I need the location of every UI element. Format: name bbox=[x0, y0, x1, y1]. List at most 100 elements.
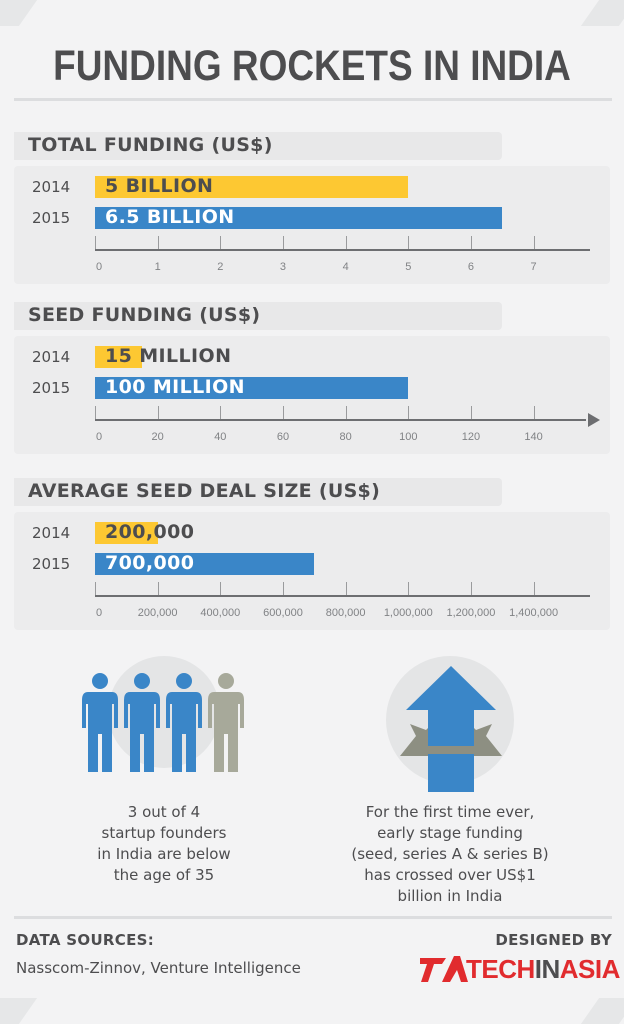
footer-divider bbox=[14, 916, 612, 919]
x-axis-tick bbox=[220, 406, 222, 419]
x-axis-tick bbox=[408, 406, 410, 419]
x-tick-label: 6 bbox=[467, 261, 474, 273]
techinasia-logo-text: TECHINASIA bbox=[466, 954, 620, 985]
caption-line: For the first time ever, bbox=[365, 803, 535, 821]
data-sources-heading: DATA SOURCES: bbox=[16, 931, 155, 949]
axis-arrowhead bbox=[588, 413, 600, 427]
caption-line: (seed, series A & series B) bbox=[351, 845, 549, 863]
x-tick-label: 3 bbox=[279, 261, 287, 273]
bar-2015 bbox=[95, 207, 503, 229]
x-axis-tick bbox=[345, 236, 347, 249]
bar-value-label: 15 MILLION bbox=[105, 345, 232, 367]
x-tick-label: 1,400,000 bbox=[509, 607, 559, 619]
x-axis-tick bbox=[282, 236, 284, 249]
year-label: 2015 bbox=[32, 379, 71, 397]
chart-title-total-funding: TOTAL FUNDING (US$) bbox=[28, 134, 273, 156]
x-tick-label: 800,000 bbox=[325, 607, 366, 619]
x-tick-label: 60 bbox=[276, 431, 290, 443]
x-axis-tick bbox=[345, 582, 347, 595]
person-icon bbox=[82, 673, 118, 772]
x-tick-label: 40 bbox=[214, 431, 227, 443]
section-tab bbox=[14, 478, 502, 506]
techinasia-logo-icon bbox=[420, 956, 468, 982]
caption-line: in India are below bbox=[97, 845, 231, 863]
x-axis-tick bbox=[408, 582, 410, 595]
arrow-band bbox=[428, 746, 474, 754]
x-axis-tick bbox=[220, 582, 222, 595]
corner-stripe bbox=[580, 0, 624, 26]
x-axis-tick bbox=[470, 236, 472, 249]
x-tick-label: 120 bbox=[461, 431, 481, 443]
x-axis-tick bbox=[470, 406, 472, 419]
data-sources-text: Nasscom-Zinnov, Venture Intelligence bbox=[16, 959, 301, 977]
bar-value-label: 6.5 BILLION bbox=[105, 206, 235, 228]
rocket-arrow-icon bbox=[400, 666, 502, 792]
x-axis-tick bbox=[533, 236, 535, 249]
x-axis-tick bbox=[220, 236, 222, 249]
chart-title-seed-funding: SEED FUNDING (US$) bbox=[28, 304, 261, 326]
x-tick-label: 1 bbox=[154, 261, 161, 273]
x-axis-tick bbox=[408, 236, 410, 249]
section-tab bbox=[14, 132, 502, 160]
x-axis-tick bbox=[470, 582, 472, 595]
caption-line: early stage funding bbox=[377, 824, 523, 842]
bar-value-label: 100 MILLION bbox=[105, 376, 245, 398]
bar-2014 bbox=[95, 346, 142, 368]
designed-by-label: DESIGNED BY bbox=[495, 931, 612, 949]
chart-title-avg-seed-deal: AVERAGE SEED DEAL SIZE (US$) bbox=[28, 480, 381, 502]
x-axis-tick bbox=[345, 406, 347, 419]
bar-value-label: 5 BILLION bbox=[105, 175, 214, 197]
x-axis-tick bbox=[533, 582, 535, 595]
year-label: 2014 bbox=[32, 348, 71, 366]
logo-text-in: IN bbox=[534, 954, 561, 984]
x-tick-label: 100 bbox=[399, 431, 418, 443]
x-tick-label: 600,000 bbox=[263, 607, 303, 619]
x-tick-label: 1,200,000 bbox=[446, 607, 496, 619]
x-tick-label: 80 bbox=[339, 431, 352, 443]
arrow-shape bbox=[406, 666, 496, 792]
x-axis-tick bbox=[157, 236, 159, 249]
person-icon bbox=[166, 673, 202, 772]
corner-stripe bbox=[580, 998, 624, 1024]
logo-text-tech: TECH bbox=[466, 954, 535, 984]
x-tick-label: 0 bbox=[95, 607, 103, 619]
x-axis-tick bbox=[282, 582, 284, 595]
caption-line: has crossed over US$1 bbox=[364, 866, 536, 884]
x-tick-label: 400,000 bbox=[200, 607, 241, 619]
corner-stripe bbox=[0, 0, 38, 26]
founders-caption: 3 out of 4 startup founders in India are… bbox=[60, 802, 268, 886]
bar-value-label: 200,000 bbox=[105, 521, 195, 543]
caption-line: startup founders bbox=[101, 824, 227, 842]
x-axis-tick bbox=[95, 236, 96, 249]
corner-stripe bbox=[0, 998, 38, 1024]
bar-2014 bbox=[95, 176, 409, 198]
x-axis-tick bbox=[95, 582, 96, 595]
title-divider bbox=[14, 98, 612, 101]
x-tick-label: 4 bbox=[342, 261, 349, 273]
year-label: 2015 bbox=[32, 555, 71, 573]
x-axis-tick bbox=[157, 406, 159, 419]
x-tick-label: 1,000,000 bbox=[383, 607, 433, 619]
bar-2014 bbox=[95, 522, 158, 544]
bar-2015 bbox=[95, 377, 409, 399]
x-tick-label: 20 bbox=[151, 431, 164, 443]
x-tick-label: 5 bbox=[405, 261, 412, 273]
x-axis-line bbox=[95, 419, 586, 421]
x-tick-label: 2 bbox=[217, 261, 224, 273]
x-axis-tick bbox=[282, 406, 284, 419]
x-tick-label: 140 bbox=[524, 431, 543, 443]
person-icon bbox=[208, 673, 244, 772]
x-axis-tick bbox=[533, 406, 535, 419]
x-axis-tick bbox=[157, 582, 159, 595]
x-tick-label: 7 bbox=[530, 261, 537, 273]
caption-line: 3 out of 4 bbox=[127, 803, 201, 821]
person-icon bbox=[124, 673, 160, 772]
section-tab bbox=[14, 302, 502, 330]
caption-line: billion in India bbox=[397, 887, 503, 905]
funding-caption: For the first time ever, early stage fun… bbox=[328, 802, 572, 907]
x-axis-line bbox=[95, 595, 590, 597]
founders-icon-group bbox=[82, 673, 244, 772]
year-label: 2015 bbox=[32, 209, 71, 227]
bar-2015 bbox=[95, 553, 315, 575]
